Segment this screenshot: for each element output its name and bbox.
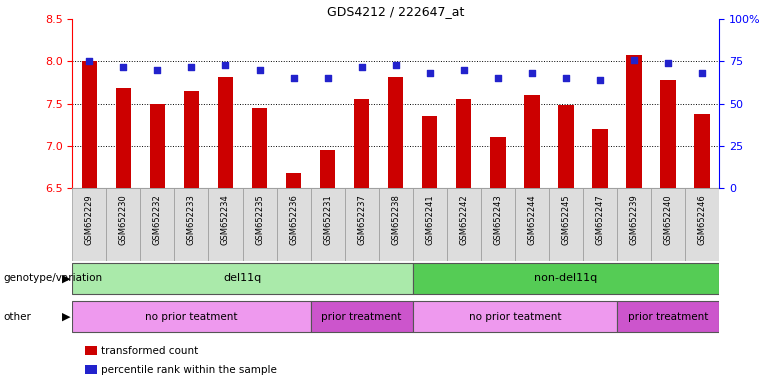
- Point: [696, 70, 708, 76]
- Text: non-del11q: non-del11q: [534, 273, 597, 283]
- Text: GSM652230: GSM652230: [119, 194, 128, 245]
- Text: GSM652243: GSM652243: [493, 194, 502, 245]
- Text: GSM652232: GSM652232: [153, 194, 162, 245]
- Point: [662, 60, 674, 66]
- Bar: [524, 95, 540, 188]
- Bar: [85, 366, 97, 374]
- Point: [628, 57, 640, 63]
- Bar: [140, 188, 174, 261]
- Bar: [354, 99, 369, 188]
- Bar: [617, 188, 651, 261]
- Bar: [252, 108, 267, 188]
- Bar: [184, 91, 199, 188]
- Bar: [651, 188, 685, 261]
- Bar: [412, 301, 617, 332]
- Bar: [490, 137, 505, 188]
- Bar: [72, 188, 107, 261]
- Text: ▶: ▶: [62, 273, 71, 283]
- Bar: [583, 188, 617, 261]
- Bar: [286, 173, 301, 188]
- Point: [219, 62, 231, 68]
- Bar: [617, 301, 719, 332]
- Bar: [626, 55, 642, 188]
- Text: GSM652237: GSM652237: [357, 194, 366, 245]
- Bar: [412, 188, 447, 261]
- Bar: [447, 188, 481, 261]
- Text: GSM652247: GSM652247: [596, 194, 604, 245]
- Point: [594, 77, 606, 83]
- Bar: [276, 188, 310, 261]
- Bar: [685, 188, 719, 261]
- Point: [424, 70, 436, 76]
- Point: [526, 70, 538, 76]
- Bar: [661, 80, 676, 188]
- Text: no prior teatment: no prior teatment: [145, 312, 237, 322]
- Bar: [559, 105, 574, 188]
- Text: prior treatment: prior treatment: [321, 312, 402, 322]
- Bar: [81, 61, 97, 188]
- Text: GSM652245: GSM652245: [562, 194, 571, 245]
- Point: [322, 75, 334, 81]
- Point: [288, 75, 300, 81]
- Bar: [379, 188, 412, 261]
- Bar: [174, 188, 209, 261]
- Text: transformed count: transformed count: [101, 346, 199, 356]
- Bar: [150, 104, 165, 188]
- Text: no prior teatment: no prior teatment: [469, 312, 561, 322]
- Text: GSM652241: GSM652241: [425, 194, 435, 245]
- Bar: [72, 263, 412, 294]
- Bar: [218, 77, 233, 188]
- Point: [186, 63, 198, 70]
- Title: GDS4212 / 222647_at: GDS4212 / 222647_at: [327, 5, 464, 18]
- Bar: [310, 188, 345, 261]
- Bar: [209, 188, 243, 261]
- Point: [492, 75, 504, 81]
- Bar: [481, 188, 515, 261]
- Bar: [116, 88, 131, 188]
- Text: other: other: [4, 312, 32, 322]
- Bar: [456, 99, 472, 188]
- Text: GSM652239: GSM652239: [629, 194, 638, 245]
- Bar: [107, 188, 140, 261]
- Point: [560, 75, 572, 81]
- Text: ▶: ▶: [62, 312, 71, 322]
- Point: [457, 67, 470, 73]
- Text: GSM652244: GSM652244: [527, 194, 537, 245]
- Bar: [592, 129, 607, 188]
- Text: percentile rank within the sample: percentile rank within the sample: [101, 364, 277, 375]
- Bar: [695, 114, 710, 188]
- Point: [390, 62, 402, 68]
- Bar: [515, 188, 549, 261]
- Point: [83, 58, 95, 65]
- Text: GSM652242: GSM652242: [460, 194, 468, 245]
- Text: prior treatment: prior treatment: [628, 312, 708, 322]
- Bar: [310, 301, 412, 332]
- Point: [355, 63, 368, 70]
- Text: del11q: del11q: [224, 273, 262, 283]
- Bar: [72, 301, 310, 332]
- Bar: [412, 263, 719, 294]
- Point: [117, 63, 129, 70]
- Text: GSM652234: GSM652234: [221, 194, 230, 245]
- Text: GSM652238: GSM652238: [391, 194, 400, 245]
- Text: GSM652240: GSM652240: [664, 194, 673, 245]
- Text: GSM652229: GSM652229: [84, 194, 94, 245]
- Point: [253, 67, 266, 73]
- Text: GSM652236: GSM652236: [289, 194, 298, 245]
- Bar: [85, 346, 97, 355]
- Text: genotype/variation: genotype/variation: [4, 273, 103, 283]
- Bar: [549, 188, 583, 261]
- Bar: [345, 188, 379, 261]
- Bar: [422, 116, 438, 188]
- Text: GSM652231: GSM652231: [323, 194, 332, 245]
- Bar: [243, 188, 276, 261]
- Point: [151, 67, 164, 73]
- Text: GSM652246: GSM652246: [698, 194, 707, 245]
- Text: GSM652233: GSM652233: [187, 194, 196, 245]
- Bar: [320, 150, 336, 188]
- Bar: [388, 77, 403, 188]
- Text: GSM652235: GSM652235: [255, 194, 264, 245]
